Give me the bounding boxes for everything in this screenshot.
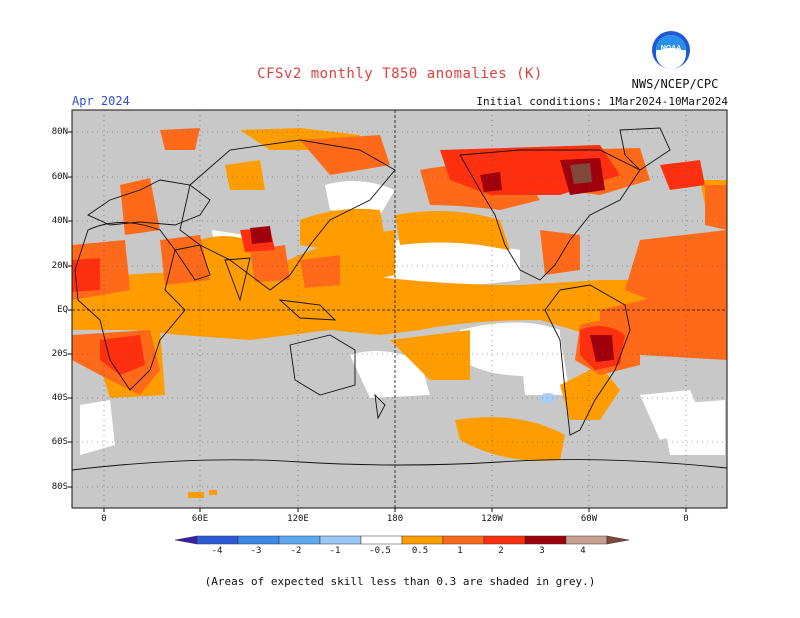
anomaly-above-4 <box>570 163 592 184</box>
colorbar-tick-label: 4 <box>580 546 586 556</box>
colorbar-cell <box>360 535 403 545</box>
coastlines <box>72 127 727 471</box>
colorbar-cell <box>401 535 444 545</box>
map-frame <box>71 109 728 509</box>
colorbar-cell <box>196 535 239 545</box>
lon-label: 60E <box>191 514 209 524</box>
colorbar-cell <box>565 535 608 545</box>
lon-label: 60W <box>580 514 598 524</box>
lat-label: EQ <box>57 305 68 315</box>
colorbar-arrow-low <box>174 535 198 545</box>
logo-text: NOAA <box>661 45 682 52</box>
colorbar-tick-label: -3 <box>250 546 262 556</box>
colorbar-tick-label: 0.5 <box>411 546 429 556</box>
lon-label: 180 <box>386 514 404 524</box>
lat-label: 80S <box>51 482 68 492</box>
map-title: CFSv2 monthly T850 anomalies (K) <box>257 66 543 82</box>
agency-label: NWS/NCEP/CPC <box>631 77 719 91</box>
colorbar-cell <box>524 535 567 545</box>
colorbar-tick-label: 1 <box>457 546 463 556</box>
colorbar-cell <box>278 535 321 545</box>
lat-label: 60S <box>51 437 68 447</box>
graticule <box>72 110 727 508</box>
colorbar-tick-label: -1 <box>329 546 341 556</box>
lat-label: 20N <box>51 261 68 271</box>
colorbar-arrow-high <box>606 535 630 545</box>
lat-label: 40S <box>51 393 68 403</box>
colorbar-cell <box>442 535 485 545</box>
colorbar-tick-label: 3 <box>539 546 545 556</box>
lon-label: 0 <box>101 514 107 524</box>
axis-ticks <box>68 131 687 512</box>
neutral-regions <box>80 181 725 455</box>
lon-label: 0 <box>683 514 689 524</box>
colorbar-tick-label: -0.5 <box>369 546 391 556</box>
skill-footnote: (Areas of expected skill less than 0.3 a… <box>204 575 596 588</box>
colorbar-cell <box>483 535 526 545</box>
lat-label: 60N <box>51 172 68 182</box>
lon-label: 120W <box>481 514 503 524</box>
lat-label: 40N <box>51 216 68 226</box>
colorbar-tick-label: 2 <box>498 546 504 556</box>
lat-label: 20S <box>51 349 68 359</box>
initial-conditions: Initial conditions: 1Mar2024-10Mar2024 <box>476 95 728 108</box>
colorbar-tick-label: -4 <box>211 546 223 556</box>
colorbar-cell <box>237 535 280 545</box>
lon-label: 120E <box>287 514 309 524</box>
lat-label: 80N <box>51 127 68 137</box>
forecast-month: Apr 2024 <box>72 94 130 108</box>
noaa-logo-icon: NOAA <box>652 31 690 69</box>
colorbar-cell <box>319 535 362 545</box>
colorbar-tick-label: -2 <box>290 546 302 556</box>
